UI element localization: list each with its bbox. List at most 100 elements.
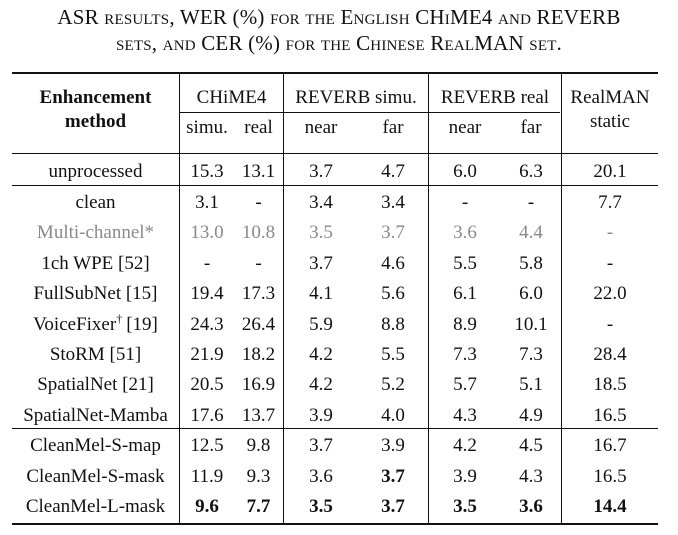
table-cell: 17.3: [241, 283, 276, 304]
table-cell: 3.7: [381, 496, 405, 517]
method-footnote-mark: †: [116, 311, 123, 326]
table-cell: 4.5: [519, 435, 543, 456]
subheader-reverb-real-near: near: [448, 117, 482, 138]
table-cell: 3.9: [309, 405, 333, 426]
table-cell: 5.7: [453, 374, 477, 395]
table-cell: 5.6: [381, 283, 405, 304]
table-cell: 7.7: [246, 496, 271, 517]
table-cell: 9.3: [246, 466, 271, 487]
table-cell: 19.4: [190, 283, 224, 304]
table-cell: 6.0: [453, 161, 477, 182]
table-cell: 3.5: [309, 496, 333, 517]
table-cell: 15.3: [190, 161, 224, 182]
table-cell: 4.3: [519, 466, 543, 487]
table-cell: 4.3: [453, 405, 477, 426]
top-rule: [12, 72, 658, 74]
header-method-line2: method: [64, 111, 127, 132]
table-cell: 16.5: [593, 405, 627, 426]
table-cell: 3.7: [381, 466, 405, 487]
table-cell: 20.5: [190, 374, 224, 395]
group-rule-1: [12, 185, 658, 186]
table-cell: 4.1: [309, 283, 333, 304]
subheader-realman-static: static: [589, 111, 631, 132]
table-cell: 28.4: [593, 344, 627, 365]
table-cell: 3.6: [309, 466, 333, 487]
table-cell: 17.6: [190, 405, 224, 426]
table-cell: 5.9: [309, 314, 333, 335]
method-cell: unprocessed: [12, 160, 179, 184]
table-cell: 21.9: [190, 344, 224, 365]
table-cell: 5.5: [453, 253, 477, 274]
subheader-rule: [180, 112, 560, 113]
table-cell: 7.3: [519, 344, 543, 365]
table-cell: 16.9: [241, 374, 276, 395]
table-cell: -: [255, 253, 262, 274]
subheader-chime4-real: real: [244, 117, 273, 138]
method-cell: SpatialNet [21]: [12, 373, 179, 397]
table-cell: 9.6: [195, 496, 219, 517]
table-cell: 22.0: [593, 283, 627, 304]
subheader-reverb-real-far: far: [520, 117, 542, 138]
header-rule: [12, 153, 658, 154]
table-cell: 8.8: [381, 314, 405, 335]
table-cell: 10.8: [241, 222, 276, 243]
table-cell: 3.4: [381, 192, 405, 213]
table-cell: 3.7: [309, 253, 333, 274]
table-cell: 16.7: [593, 435, 627, 456]
method-name: 1ch WPE [52]: [41, 253, 150, 274]
table-cell: 4.7: [381, 161, 405, 182]
table-cell: -: [606, 222, 614, 243]
method-name: CleanMel-S-mask: [26, 466, 165, 487]
method-cell: CleanMel-L-mask: [12, 495, 179, 519]
table-cell: 14.4: [593, 496, 627, 517]
method-name: unprocessed: [48, 161, 143, 182]
table-cell: 4.2: [453, 435, 477, 456]
header-group-realman: RealMAN: [570, 87, 650, 108]
table-cell: 7.3: [453, 344, 477, 365]
method-name: SpatialNet [21]: [37, 374, 154, 395]
method-cell: CleanMel-S-mask: [12, 465, 179, 489]
method-name: clean: [75, 192, 116, 213]
header-group-reverb-simu: REVERB simu.: [295, 87, 417, 108]
vline-3: [428, 73, 429, 523]
method-cell: VoiceFixer† [19]: [12, 313, 179, 337]
table-caption: ASR results, WER (%) for the English CHi…: [0, 4, 678, 56]
table-cell: 10.1: [514, 314, 548, 335]
table-cell: 3.5: [309, 222, 333, 243]
table-cell: 18.2: [241, 344, 276, 365]
table-cell: 3.9: [381, 435, 405, 456]
vline-4: [561, 73, 562, 523]
table-cell: -: [527, 192, 535, 213]
method-name: CleanMel-S-map: [30, 435, 161, 456]
table-cell: 13.1: [241, 161, 276, 182]
table-cell: 24.3: [190, 314, 224, 335]
table-cell: -: [606, 253, 614, 274]
bottom-rule: [12, 523, 658, 525]
method-cell: FullSubNet [15]: [12, 282, 179, 306]
table-cell: 16.5: [593, 466, 627, 487]
caption-line-2: sets, and CER (%) for the Chinese RealMA…: [115, 31, 563, 55]
method-cell: StoRM [51]: [12, 343, 179, 367]
table-cell: 5.5: [381, 344, 405, 365]
table-cell: -: [606, 314, 614, 335]
table-cell: 4.9: [519, 405, 543, 426]
subheader-chime4-simu: simu.: [186, 117, 228, 138]
method-name: SpatialNet-Mamba: [23, 405, 168, 426]
table-cell: 3.7: [381, 222, 405, 243]
table-cell: 6.0: [519, 283, 543, 304]
table-cell: 4.2: [309, 344, 333, 365]
caption-line-1: ASR results, WER (%) for the English CHi…: [57, 5, 621, 29]
table-cell: 4.2: [309, 374, 333, 395]
method-name: FullSubNet [15]: [33, 283, 158, 304]
method-cell: Multi-channel*: [12, 221, 179, 245]
header-method-line1: Enhancement: [39, 87, 152, 108]
table-cell: -: [255, 192, 262, 213]
method-cell: SpatialNet-Mamba: [12, 404, 179, 428]
method-name: VoiceFixer: [33, 314, 117, 335]
table-cell: 18.5: [593, 374, 627, 395]
table-cell: 13.7: [241, 405, 276, 426]
table-cell: 3.7: [309, 435, 333, 456]
vline-1: [179, 73, 180, 523]
table-cell: -: [203, 253, 211, 274]
table-cell: 3.1: [195, 192, 219, 213]
